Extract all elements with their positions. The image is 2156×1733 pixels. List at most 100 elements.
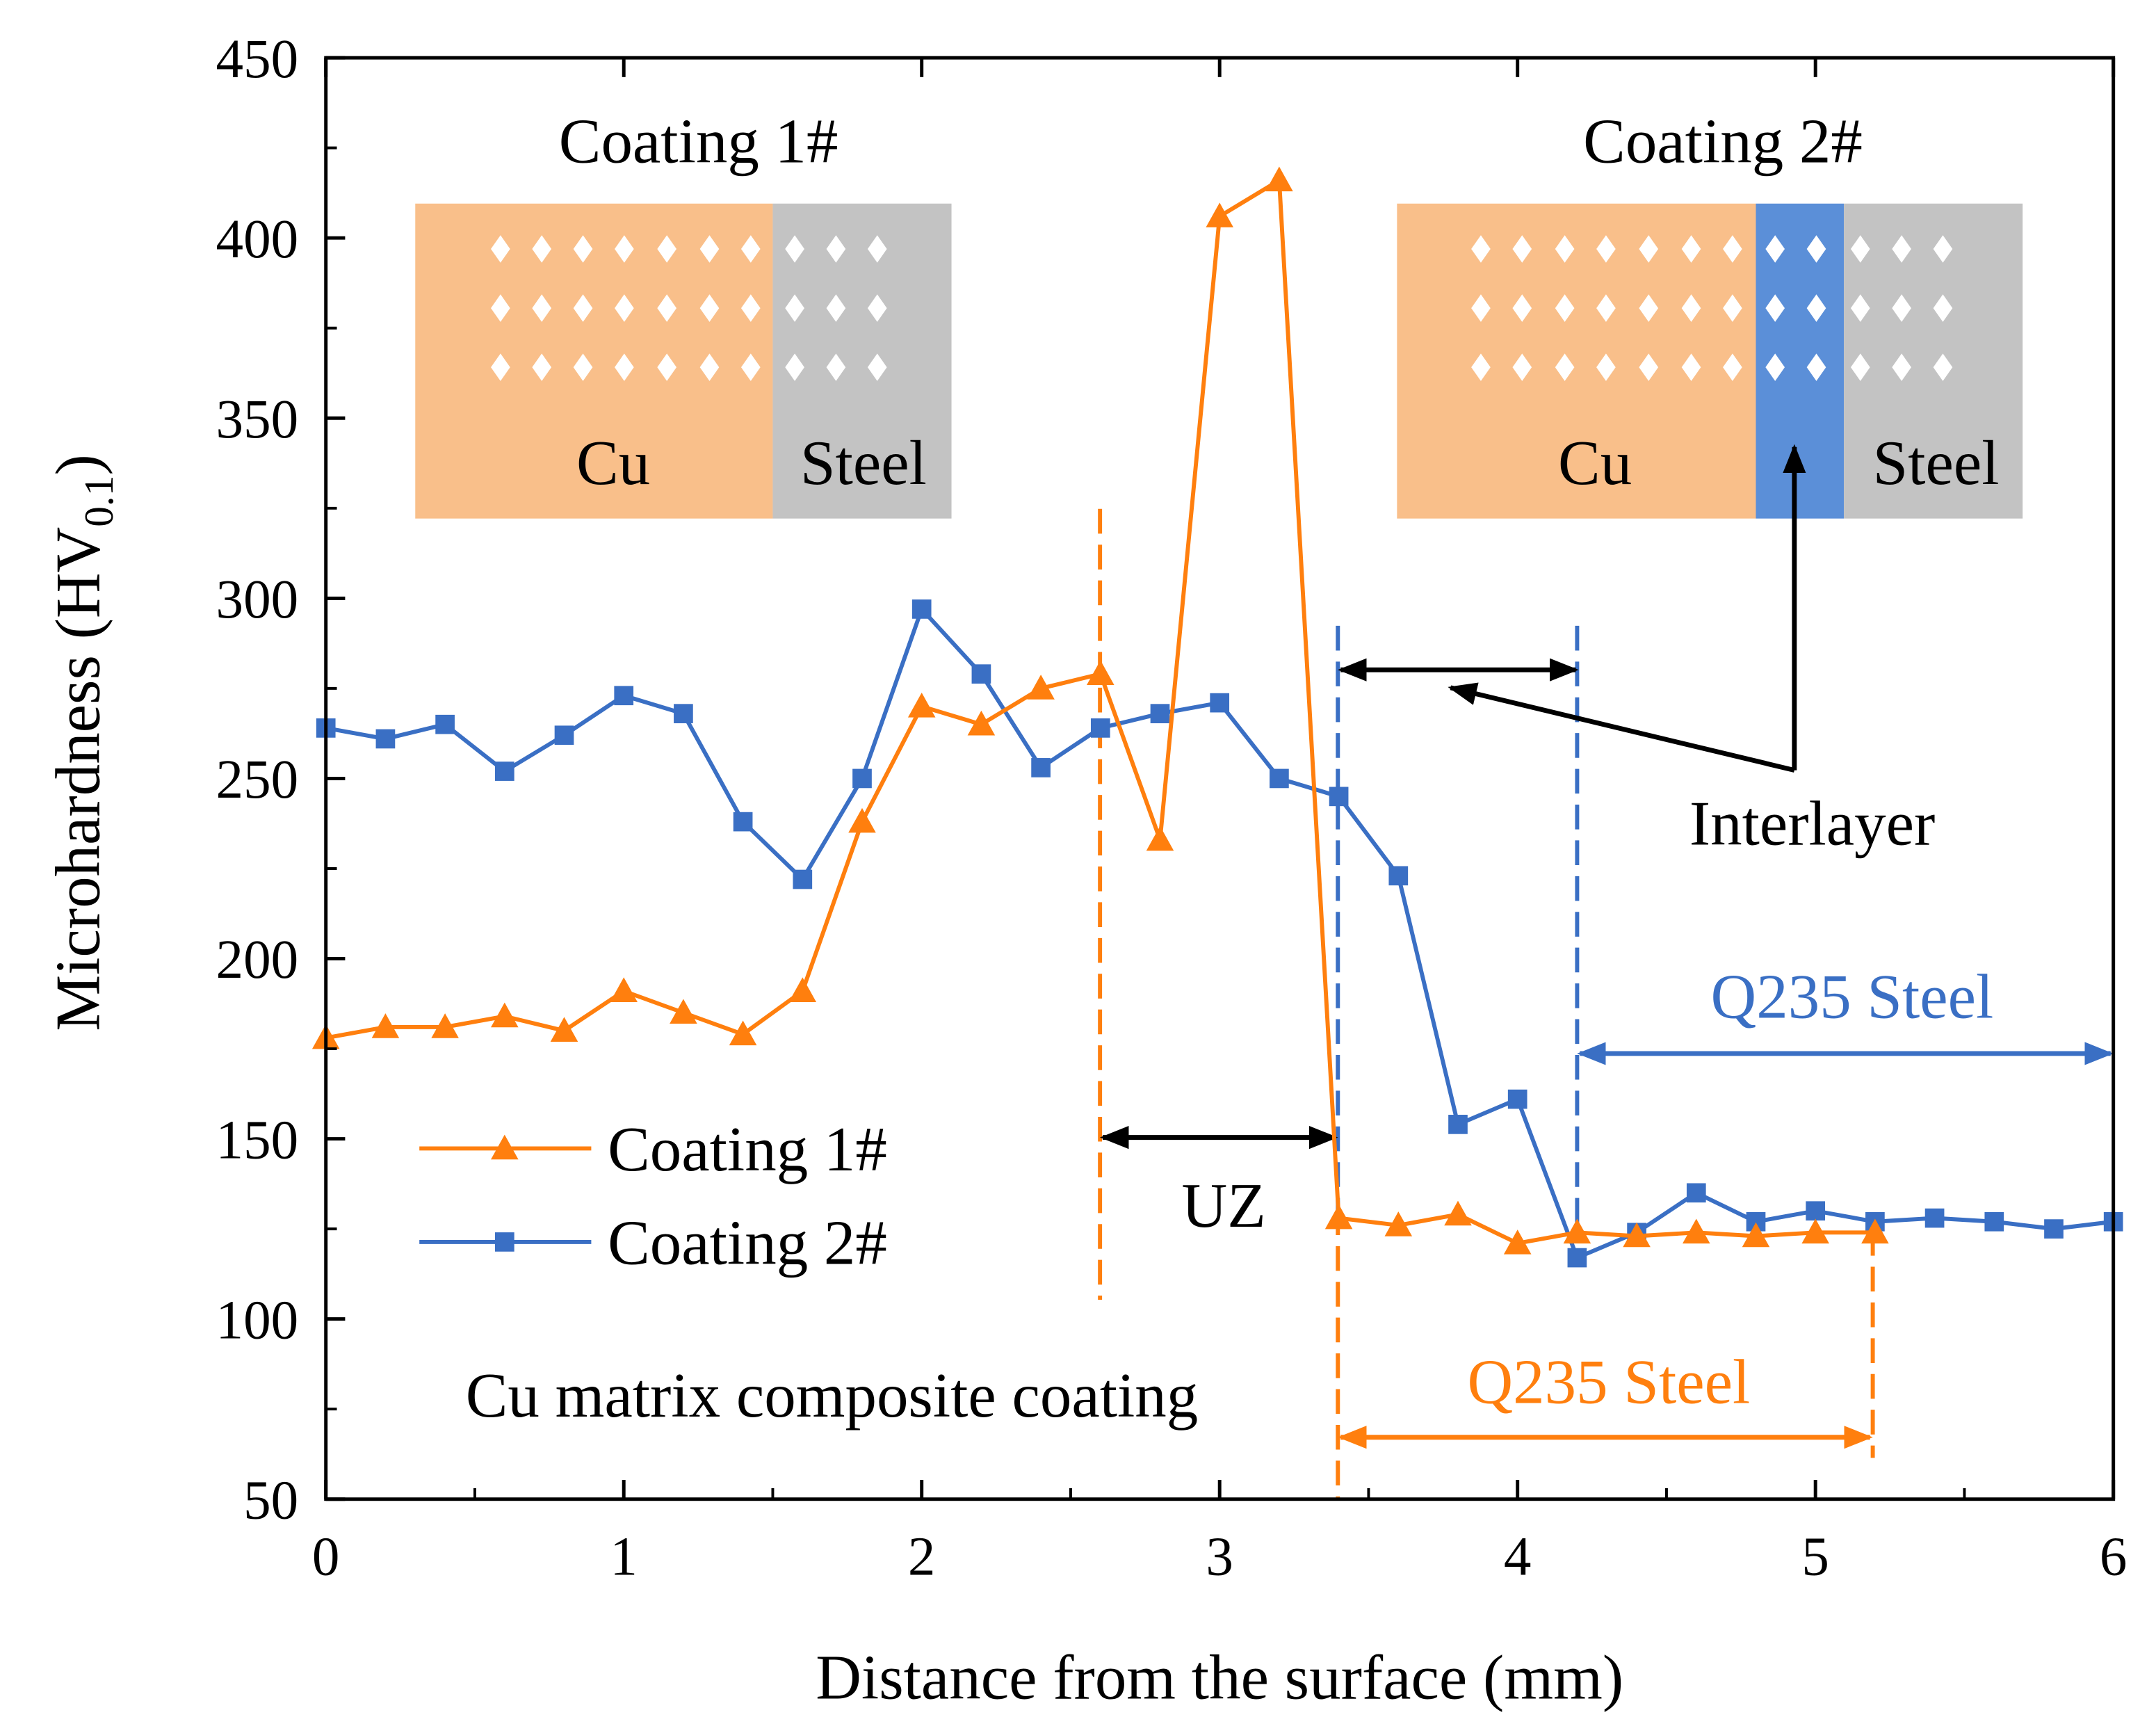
particle-diamond	[867, 353, 887, 381]
legend-marker	[491, 1134, 519, 1160]
particle-diamond	[1596, 235, 1616, 263]
particle-diamond	[699, 294, 720, 322]
y-axis-label: Microhardness (HV0.1)	[42, 454, 122, 1031]
legend-label: Coating 2#	[608, 1208, 887, 1278]
data-point-triangle	[610, 977, 638, 1002]
inset1-cu-label: Cu	[576, 428, 650, 498]
particle-diamond	[1806, 294, 1826, 322]
data-point-square	[1806, 1201, 1826, 1221]
x-tick-label: 5	[1801, 1527, 1829, 1588]
particle-diamond	[1933, 235, 1953, 263]
interlayer-label: Interlayer	[1689, 788, 1936, 858]
data-point-triangle	[729, 1020, 757, 1046]
data-point-square	[1984, 1211, 2004, 1232]
data-point-square	[1210, 693, 1230, 713]
particle-diamond	[532, 235, 552, 263]
particle-diamond	[1850, 353, 1870, 381]
x-tick-label: 4	[1504, 1527, 1532, 1588]
y-tick-label: 350	[216, 389, 299, 450]
particle-diamond	[1639, 353, 1659, 381]
data-point-triangle	[1265, 166, 1293, 192]
data-point-square	[1924, 1208, 1945, 1228]
legend: Coating 1# Coating 2#	[419, 1114, 887, 1278]
particle-diamond	[1555, 294, 1575, 322]
particle-diamond	[657, 235, 677, 263]
particle-diamond	[826, 353, 846, 381]
y-tick-label: 200	[216, 930, 299, 990]
data-point-triangle	[1683, 1218, 1710, 1244]
particle-diamond	[1850, 294, 1870, 322]
particle-diamond	[615, 294, 634, 322]
data-point-square	[674, 704, 693, 724]
particle-diamond	[1933, 294, 1953, 322]
particle-diamond	[1765, 294, 1785, 322]
data-point-triangle	[1146, 825, 1174, 851]
data-point-square	[2044, 1219, 2064, 1239]
particle-diamond	[1933, 353, 1953, 381]
uz-label: UZ	[1182, 1170, 1266, 1241]
annotations: Interlayer UZ Q235 Steel Q235 Steel Cu matri…	[466, 444, 2114, 1499]
particle-diamond	[1892, 294, 1911, 322]
particle-diamond	[826, 294, 846, 322]
y-tick-label: 450	[216, 29, 299, 90]
data-point-square	[1150, 704, 1170, 724]
data-point-triangle	[1801, 1218, 1829, 1244]
data-point-triangle	[1503, 1230, 1532, 1255]
inset2-cu-label: Cu	[1558, 428, 1632, 498]
data-point-triangle	[1623, 1222, 1651, 1248]
data-point-triangle	[1324, 1204, 1353, 1230]
inset2-steel-label: Steel	[1873, 428, 2000, 498]
particle-diamond	[532, 294, 552, 322]
data-point-triangle	[491, 1002, 519, 1028]
particle-diamond	[491, 294, 510, 322]
particle-diamond	[1806, 235, 1826, 263]
particle-diamond	[1512, 235, 1532, 263]
particle-diamond	[573, 294, 593, 322]
particle-diamond	[740, 353, 761, 381]
q235-orange-label: Q235 Steel	[1467, 1346, 1750, 1417]
schematic-insets: Coating 1# Cu Steel Coating 2# Cu Steel	[415, 106, 2023, 519]
particle-diamond	[1892, 353, 1911, 381]
data-point-square	[1329, 787, 1349, 807]
data-point-square	[375, 729, 396, 749]
particle-diamond	[1512, 353, 1532, 381]
data-point-square	[793, 869, 813, 889]
data-point-triangle	[1861, 1218, 1889, 1244]
y-tick-label: 300	[216, 570, 299, 630]
x-tick-label: 0	[312, 1527, 340, 1588]
particle-diamond	[1723, 235, 1742, 263]
data-point-square	[1567, 1248, 1587, 1268]
y-tick-label: 250	[216, 750, 299, 810]
particle-diamond	[491, 235, 510, 263]
x-tick-label: 2	[908, 1527, 936, 1588]
particle-diamond	[1681, 294, 1701, 322]
inset1-steel-layer	[772, 203, 952, 519]
particle-diamond	[657, 294, 677, 322]
data-point-triangle	[550, 1017, 578, 1042]
data-point-square	[435, 714, 455, 734]
series-group	[311, 166, 2123, 1268]
particle-diamond	[657, 353, 677, 381]
particle-diamond	[573, 235, 593, 263]
data-point-triangle	[1027, 675, 1055, 700]
particle-diamond	[826, 235, 846, 263]
data-point-triangle	[1444, 1200, 1472, 1226]
data-point-triangle	[1384, 1211, 1413, 1236]
y-tick-label: 100	[216, 1290, 299, 1351]
cu-matrix-label: Cu matrix composite coating	[466, 1360, 1199, 1430]
particle-diamond	[699, 235, 720, 263]
legend-label: Coating 1#	[608, 1114, 887, 1184]
data-point-square	[733, 812, 753, 832]
particle-diamond	[1723, 353, 1742, 381]
particle-diamond	[1806, 353, 1826, 381]
inset1-title: Coating 1#	[559, 106, 838, 176]
particle-diamond	[1639, 235, 1659, 263]
data-point-square	[554, 725, 574, 745]
y-tick-label: 150	[216, 1110, 299, 1170]
particle-diamond	[867, 235, 887, 263]
particle-diamond	[615, 353, 634, 381]
data-point-square	[614, 686, 634, 706]
y-tick-label: 50	[243, 1470, 298, 1531]
data-point-square	[1686, 1183, 1706, 1203]
